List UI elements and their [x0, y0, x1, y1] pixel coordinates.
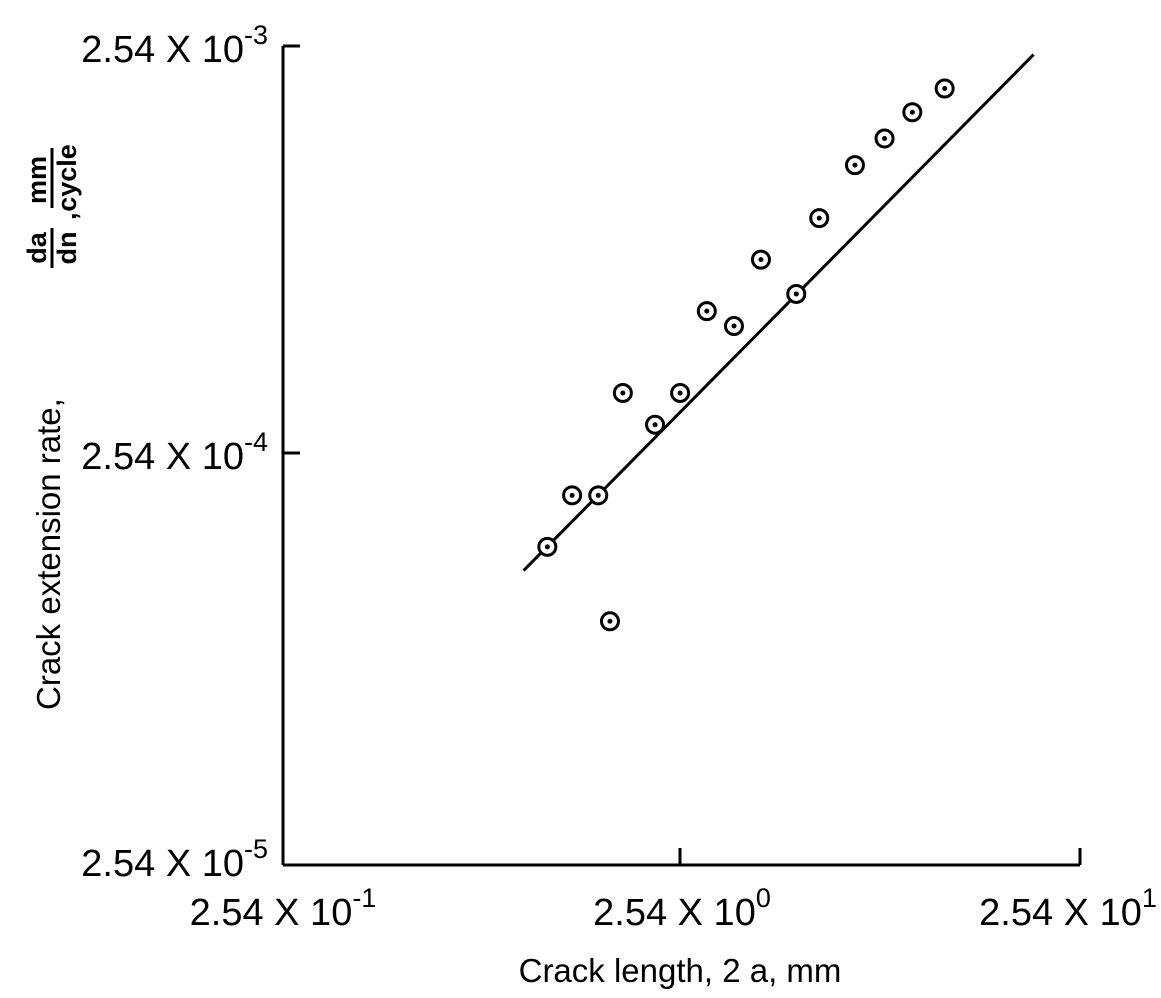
data-point-dot — [816, 215, 822, 221]
y-axis-comma: , — [52, 212, 82, 220]
x-tick-label-right: 2.54 X 101 — [979, 883, 1157, 934]
data-point-3 — [588, 485, 609, 506]
data-point-13 — [844, 155, 865, 176]
data-point-11 — [786, 283, 807, 304]
data-point-dot — [942, 86, 948, 92]
data-point-16 — [934, 78, 955, 99]
data-point-dot — [882, 135, 888, 141]
data-point-9 — [723, 316, 744, 337]
data-point-2 — [562, 485, 583, 506]
data-point-10 — [750, 249, 771, 270]
y-axis-title: Crack extension rate, da dn , mm cycle — [22, 144, 82, 710]
plot-area — [522, 53, 1035, 632]
data-point-dot — [652, 422, 658, 428]
axes — [281, 44, 1082, 867]
y-axis-title-prefix: Crack extension rate, — [30, 398, 67, 710]
data-point-5 — [612, 382, 633, 403]
y-tick-labels: 2.54 X 10-3 2.54 X 10-4 2.54 X 10-5 — [81, 20, 268, 885]
data-point-dot — [544, 544, 550, 550]
data-point-1 — [537, 536, 558, 557]
data-point-dot — [607, 618, 613, 624]
data-point-4 — [599, 611, 620, 632]
data-point-8 — [696, 301, 717, 322]
data-point-dot — [909, 109, 915, 115]
data-point-dot — [758, 257, 764, 263]
x-tick-labels: 2.54 X 10-1 2.54 X 100 2.54 X 101 — [190, 883, 1157, 934]
data-point-dot — [852, 162, 858, 168]
y-axis-unit-mm: mm — [22, 156, 52, 204]
fit-line — [522, 53, 1035, 572]
data-point-14 — [874, 128, 895, 149]
y-axis-frac-dn: dn — [52, 232, 82, 265]
y-axis-unit-cycle: cycle — [52, 144, 82, 212]
data-point-dot — [595, 492, 601, 498]
x-tick-label-mid: 2.54 X 100 — [593, 883, 771, 934]
data-point-7 — [670, 382, 691, 403]
data-point-dot — [704, 308, 710, 314]
data-point-6 — [645, 414, 666, 435]
data-point-dot — [731, 323, 737, 329]
y-axis-frac-da: da — [22, 231, 52, 263]
data-point-dot — [677, 390, 683, 396]
data-point-dot — [793, 291, 799, 297]
data-point-dot — [620, 390, 626, 396]
y-tick-label-top: 2.54 X 10-3 — [81, 20, 268, 71]
x-tick-label-left: 2.54 X 10-1 — [190, 883, 377, 934]
x-axis-title: Crack length, 2 a, mm — [519, 952, 842, 989]
y-tick-label-mid: 2.54 X 10-4 — [81, 427, 268, 478]
data-point-12 — [809, 208, 830, 229]
data-point-dot — [569, 492, 575, 498]
data-point-15 — [902, 102, 923, 123]
y-tick-label-bottom: 2.54 X 10-5 — [81, 834, 268, 885]
